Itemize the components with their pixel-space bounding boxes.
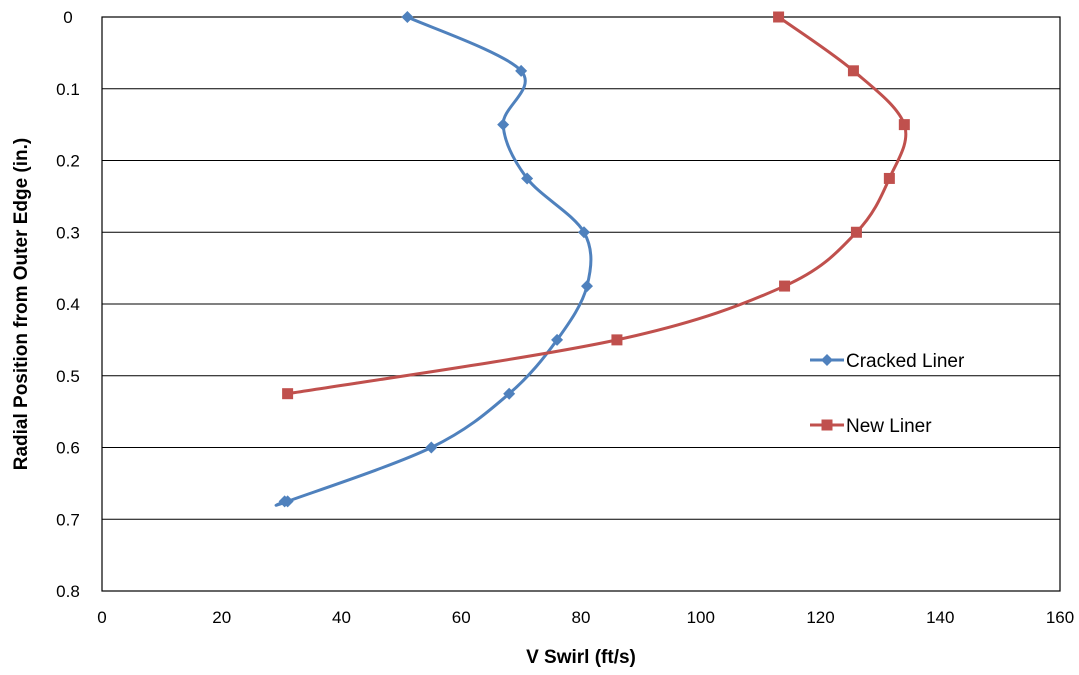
- y-tick-label: 0.1: [56, 80, 80, 99]
- y-tick-label: 0: [63, 8, 72, 27]
- y-tick-label: 0.7: [56, 510, 80, 529]
- y-tick-label: 0.3: [56, 223, 80, 242]
- series-line: [274, 15, 593, 507]
- data-point: [401, 11, 414, 23]
- series-cracked-liner: [274, 11, 593, 508]
- data-point: [779, 280, 791, 292]
- legend-item: New Liner: [810, 416, 932, 437]
- data-point: [521, 172, 534, 185]
- plot-area-frame: [101, 16, 1061, 592]
- y-tick-label: 0.8: [56, 582, 80, 601]
- x-axis-tick-labels: 0 20 40 60 80 100 120 140 160: [97, 608, 1074, 627]
- data-point: [850, 226, 862, 238]
- x-tick-label: 0: [97, 608, 106, 627]
- data-point: [278, 495, 291, 508]
- y-axis-title: Radial Position from Outer Edge (in.): [11, 138, 32, 471]
- x-tick-label: 160: [1046, 608, 1074, 627]
- x-tick-label: 60: [452, 608, 471, 627]
- series-layer: [274, 11, 910, 508]
- data-point: [503, 387, 516, 400]
- x-tick-label: 20: [212, 608, 231, 627]
- data-point: [898, 119, 910, 131]
- x-axis-title: V Swirl (ft/s): [526, 647, 636, 668]
- x-tick-label: 140: [926, 608, 954, 627]
- y-axis-tick-labels: 0 0.1 0.2 0.3 0.4 0.5 0.6 0.7 0.8: [56, 8, 80, 601]
- legend-marker: [821, 419, 833, 431]
- x-tick-label: 80: [572, 608, 591, 627]
- data-point: [497, 118, 510, 131]
- data-point: [551, 333, 564, 346]
- data-point: [282, 388, 294, 400]
- x-tick-label: 120: [806, 608, 834, 627]
- data-point: [577, 226, 590, 239]
- data-point: [883, 172, 895, 184]
- x-tick-label: 100: [687, 608, 715, 627]
- series-new-liner: [282, 11, 910, 400]
- x-tick-label: 40: [332, 608, 351, 627]
- data-point: [580, 280, 593, 293]
- data-point: [847, 65, 859, 77]
- data-point: [611, 334, 623, 346]
- legend-marker: [821, 354, 833, 366]
- y-tick-label: 0.4: [56, 295, 80, 314]
- legend-label: Cracked Liner: [846, 351, 965, 372]
- legend-label: New Liner: [846, 416, 932, 437]
- y-tick-label: 0.5: [56, 367, 80, 386]
- data-point: [425, 441, 438, 454]
- y-tick-label: 0.2: [56, 152, 80, 171]
- series-line: [286, 15, 908, 396]
- data-point: [773, 11, 785, 23]
- data-point: [515, 64, 528, 77]
- legend: Cracked Liner New Liner: [810, 351, 965, 437]
- legend-item: Cracked Liner: [810, 351, 965, 372]
- y-tick-label: 0.6: [56, 439, 80, 458]
